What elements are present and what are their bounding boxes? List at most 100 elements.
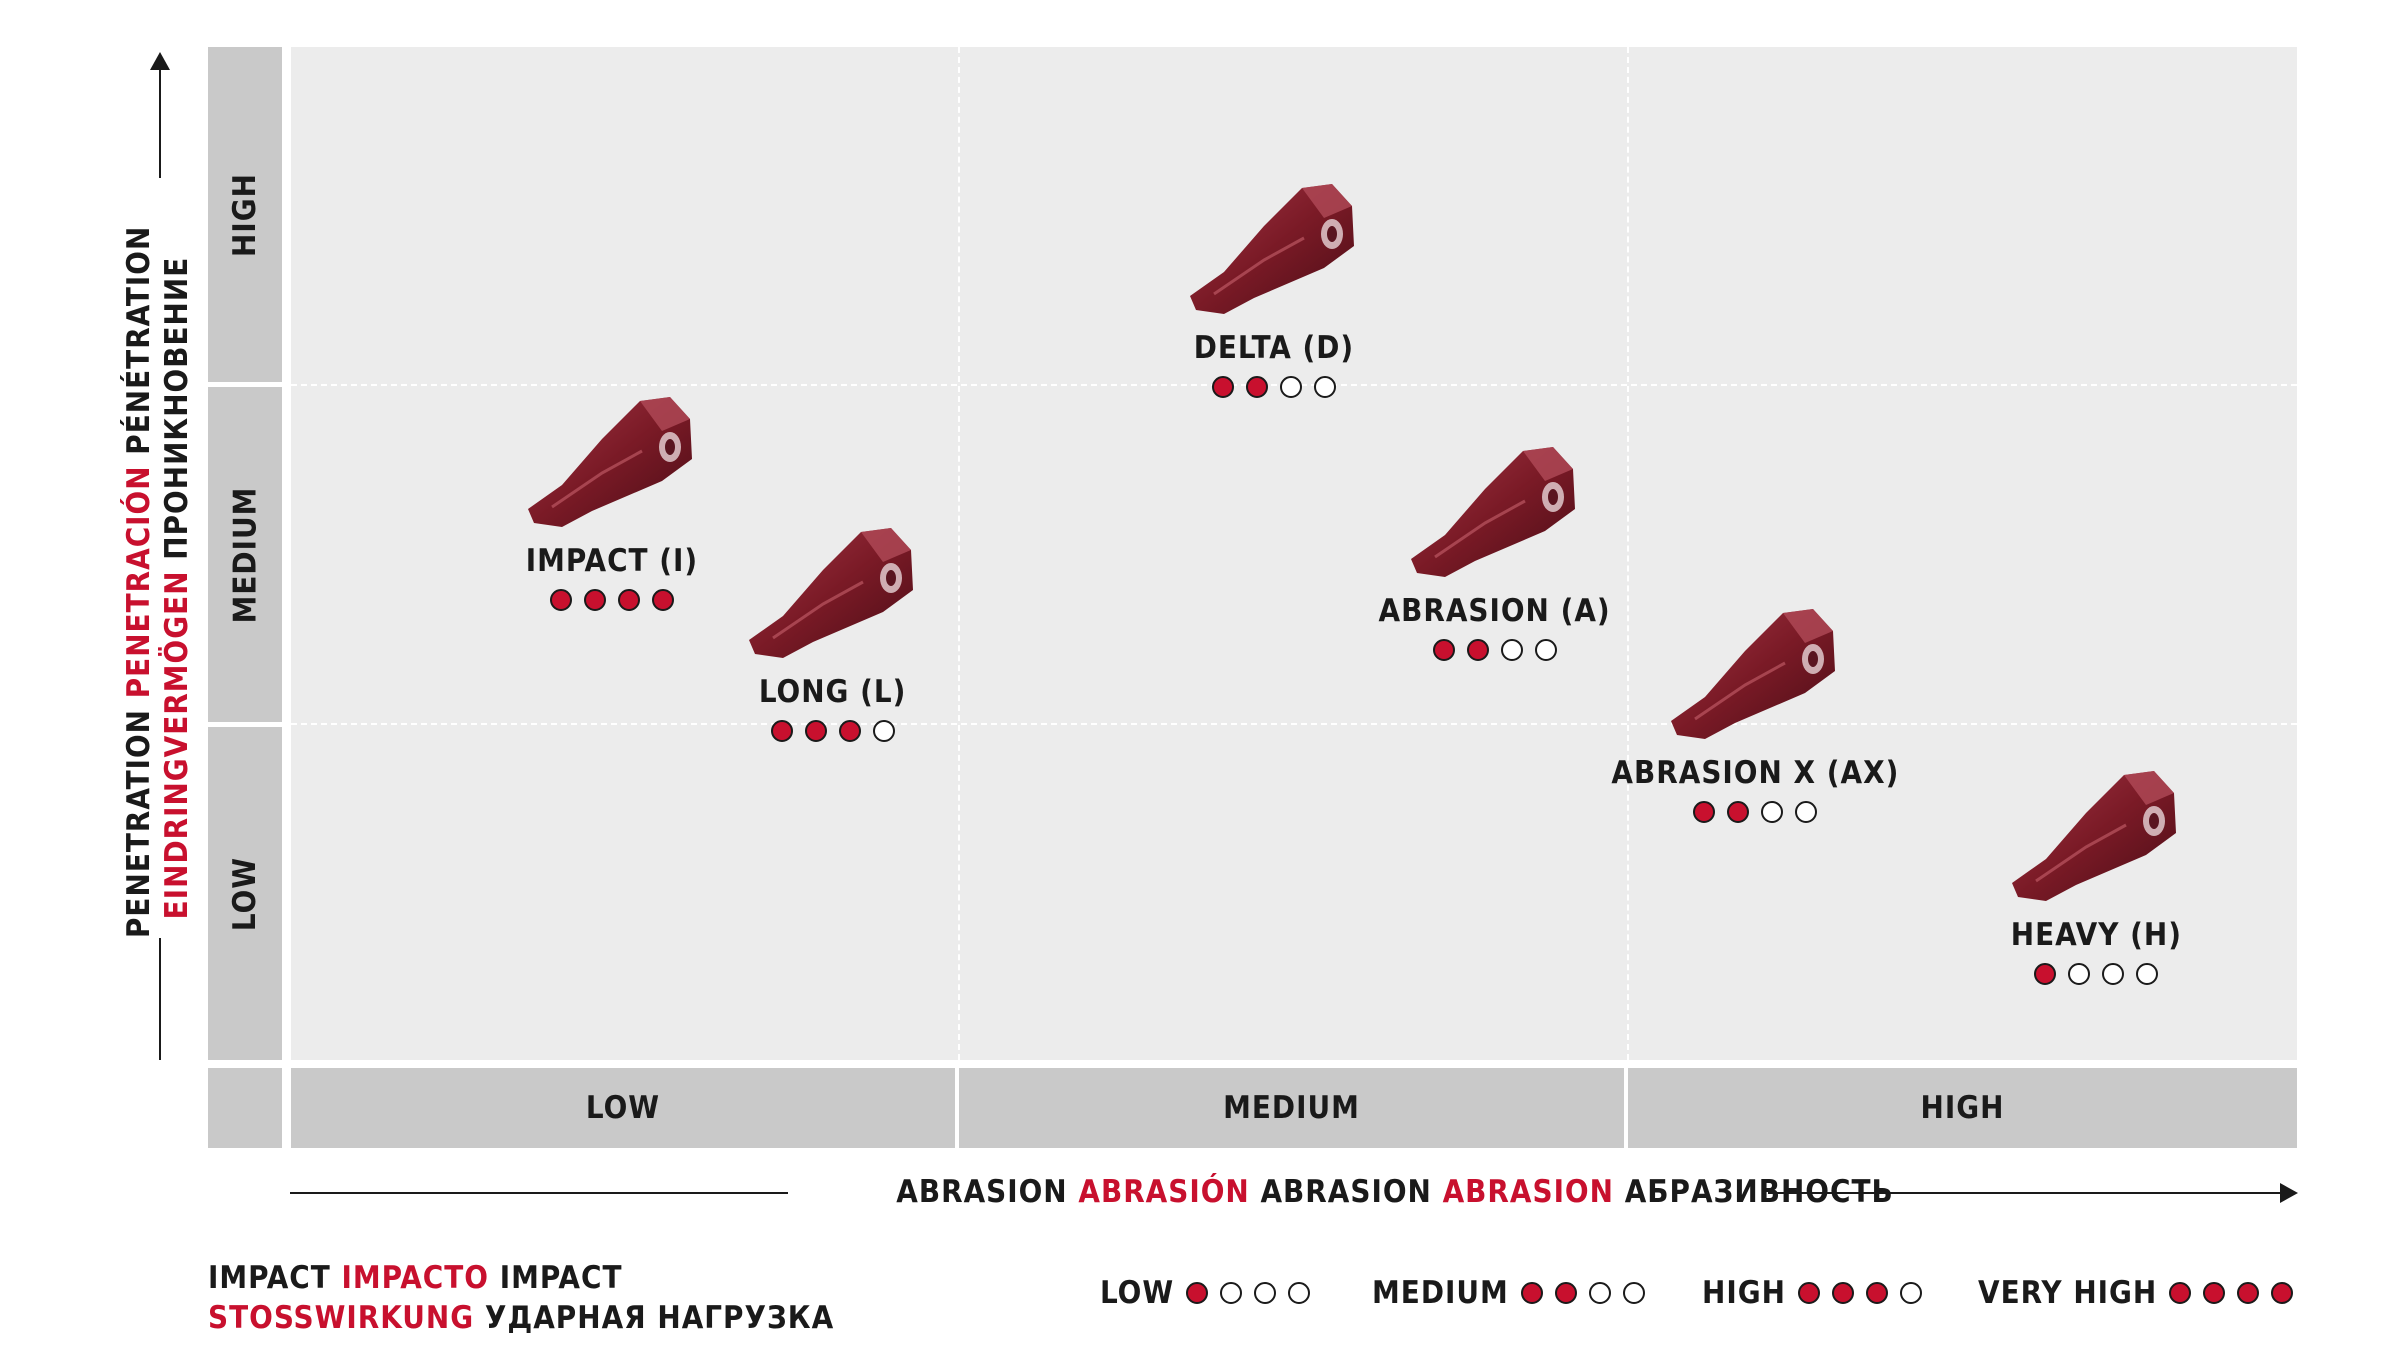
y-band-high (208, 47, 282, 382)
y-axis-arrow (150, 52, 170, 1060)
rating-dot-empty (1761, 801, 1784, 824)
bucket-tooth-icon (2012, 771, 2177, 902)
legend-title-es: IMPACTO (341, 1260, 489, 1296)
rating-dot-filled (2034, 963, 2057, 986)
tooth-image (1946, 763, 2246, 917)
grid-line-v1 (958, 47, 960, 1060)
tooth-name: DELTA (D) (1193, 329, 1355, 366)
rating-dot-empty (1588, 1282, 1611, 1304)
legend-title-line2: STOSSWIRKUNG УДАРНАЯ НАГРУЗКА (208, 1298, 834, 1338)
rating-dots (2169, 1282, 2294, 1304)
legend-item: LOW (1100, 1275, 1311, 1311)
matrix-plot-area: IMPACT (I) LONG (L) DELTA (D) ABRASION (A) A… (291, 47, 2297, 1060)
y-title-en: PENETRATION (121, 708, 157, 938)
y-axis-title: PENETRATION PENETRACIÓN PÉNÉTRATION EIND… (120, 226, 200, 938)
rating-dot-filled (2237, 1282, 2260, 1304)
tooth-name: IMPACT (I) (525, 542, 699, 579)
rating-dot-empty (2102, 963, 2125, 986)
rating-dot-empty (1534, 639, 1557, 662)
rating-dots (1605, 801, 1905, 824)
rating-dot-filled (1466, 639, 1489, 662)
bucket-tooth-icon (527, 396, 692, 527)
tooth-name: LONG (L) (758, 674, 907, 711)
rating-dot-filled (1520, 1282, 1543, 1304)
corner-box (208, 1068, 282, 1148)
tooth-image (1124, 176, 1424, 330)
y-band-low (208, 727, 282, 1060)
x-level-high: HIGH (1628, 1068, 2297, 1148)
rating-dot-filled (1186, 1282, 1209, 1304)
legend-title-fr: IMPACT (499, 1260, 623, 1296)
rating-dot-empty (1795, 801, 1818, 824)
rating-dot-filled (2169, 1282, 2192, 1304)
rating-dot-empty (2068, 963, 2091, 986)
y-level-medium: MEDIUM (227, 486, 264, 623)
x-level-medium: MEDIUM (959, 1068, 1624, 1148)
rating-dots (1186, 1282, 1311, 1304)
x-title-ru: АБРАЗИВНОСТЬ (1624, 1174, 1894, 1210)
tooth-item: HEAVY (H) (1946, 763, 2246, 986)
tooth-image (462, 389, 762, 543)
rating-dots (1520, 1282, 1645, 1304)
tooth-item: ABRASION (A) (1345, 439, 1645, 662)
tooth-item: DELTA (D) (1124, 176, 1424, 398)
y-title-de: EINDRINGVERMÖGEN (159, 570, 195, 920)
rating-dot-empty (1288, 1282, 1311, 1304)
legend-title-en: IMPACT (208, 1260, 331, 1296)
rating-dot-filled (2271, 1282, 2294, 1304)
rating-dot-filled (1432, 639, 1455, 662)
rating-dot-empty (1500, 639, 1523, 662)
x-title-de: ABRASION (1442, 1174, 1614, 1210)
rating-dot-filled (1693, 801, 1716, 824)
rating-dot-empty (1622, 1282, 1645, 1304)
tooth-item: LONG (L) (683, 520, 983, 743)
rating-dot-empty (1279, 375, 1302, 398)
rating-dot-filled (583, 588, 606, 611)
grid-line-v2 (1627, 47, 1629, 1060)
rating-dot-filled (1245, 375, 1268, 398)
rating-dot-empty (2136, 963, 2159, 986)
x-title-fr: ABRASION (1260, 1174, 1432, 1210)
y-axis-title-line2: EINDRINGVERMÖGEN ПРОНИКНОВЕНИЕ (158, 238, 196, 938)
y-title-fr: PÉNÉTRATION (121, 225, 157, 455)
legend-item: VERY HIGH (1978, 1275, 2294, 1311)
legend-item-label: HIGH (1702, 1275, 1786, 1311)
rating-dot-filled (770, 720, 793, 743)
tooth-name: HEAVY (H) (2010, 917, 2182, 954)
tooth-name: ABRASION (A) (1378, 593, 1611, 630)
tooth-item: IMPACT (I) (462, 389, 762, 611)
y-axis-title-line1: PENETRATION PENETRACIÓN PÉNÉTRATION (120, 226, 158, 938)
bucket-tooth-icon (748, 528, 913, 659)
rating-dot-empty (1220, 1282, 1243, 1304)
rating-dots (462, 588, 762, 611)
tooth-image (1605, 601, 1905, 755)
rating-dot-empty (1313, 375, 1336, 398)
y-level-low: LOW (227, 856, 263, 931)
rating-dot-filled (804, 720, 827, 743)
tooth-name: ABRASION X (AX) (1611, 755, 1900, 792)
bucket-tooth-icon (1671, 609, 1836, 740)
legend-item-label: VERY HIGH (1978, 1275, 2158, 1311)
rating-dot-filled (1211, 375, 1234, 398)
grid-line-h2 (291, 723, 2297, 725)
legend-item: MEDIUM (1372, 1275, 1645, 1311)
legend-title-ru: УДАРНАЯ НАГРУЗКА (484, 1300, 835, 1336)
rating-dot-empty (872, 720, 895, 743)
rating-dot-empty (1254, 1282, 1277, 1304)
rating-dot-filled (2203, 1282, 2226, 1304)
x-title-es: ABRASIÓN (1078, 1174, 1250, 1210)
bucket-tooth-icon (1189, 183, 1354, 314)
x-axis-arrow (290, 1183, 2298, 1203)
rating-dots (1124, 375, 1424, 398)
y-title-ru: ПРОНИКНОВЕНИЕ (159, 256, 195, 560)
bucket-tooth-icon (1410, 447, 1575, 578)
tooth-item: ABRASION X (AX) (1605, 601, 1905, 824)
legend-item: HIGH (1702, 1275, 1922, 1311)
rating-dot-filled (1554, 1282, 1577, 1304)
tooth-image (683, 520, 983, 674)
y-band-medium (208, 387, 282, 722)
legend-item-label: MEDIUM (1372, 1275, 1509, 1311)
y-title-es: PENETRACIÓN (121, 465, 157, 699)
rating-dot-filled (1797, 1282, 1820, 1304)
rating-dot-filled (1727, 801, 1750, 824)
